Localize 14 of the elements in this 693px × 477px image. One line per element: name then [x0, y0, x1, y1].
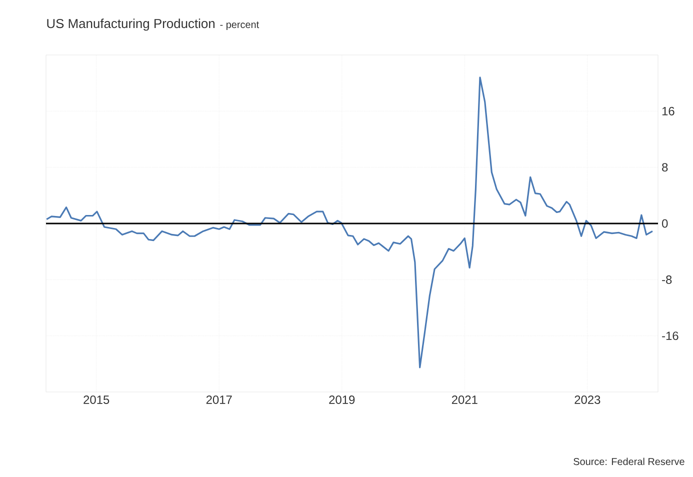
x-tick-label: 2021 — [452, 396, 478, 404]
chart-title: US Manufacturing Production — [47, 18, 215, 31]
x-tick-label: 2017 — [206, 396, 232, 404]
y-tick-label: 0 — [662, 219, 668, 228]
chart-subtitle: - percent — [220, 22, 260, 30]
y-tick-label: 8 — [662, 163, 668, 172]
y-tick-label: 16 — [662, 106, 674, 116]
x-tick-label: 2015 — [84, 396, 110, 404]
line-series — [46, 76, 654, 368]
y-tick-label: -8 — [662, 275, 672, 284]
source-note: Source: Federal Reserve — [574, 458, 684, 466]
x-tick-label: 2023 — [574, 396, 600, 404]
x-tick-label: 2019 — [329, 396, 355, 404]
y-tick-label: -16 — [662, 332, 678, 340]
